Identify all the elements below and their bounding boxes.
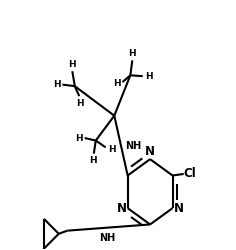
Text: H: H xyxy=(68,60,76,69)
Text: H: H xyxy=(53,80,60,89)
Text: H: H xyxy=(145,72,152,81)
Text: H: H xyxy=(129,49,136,58)
Text: N: N xyxy=(117,202,126,215)
Text: N: N xyxy=(174,202,184,215)
Text: H: H xyxy=(108,145,115,154)
Text: N: N xyxy=(145,145,155,158)
Text: H: H xyxy=(75,134,83,142)
Text: H: H xyxy=(113,80,121,88)
Text: NH: NH xyxy=(125,140,142,150)
Text: H: H xyxy=(89,156,97,165)
Text: NH: NH xyxy=(99,233,115,243)
Text: Cl: Cl xyxy=(184,168,196,180)
Text: H: H xyxy=(76,98,84,108)
